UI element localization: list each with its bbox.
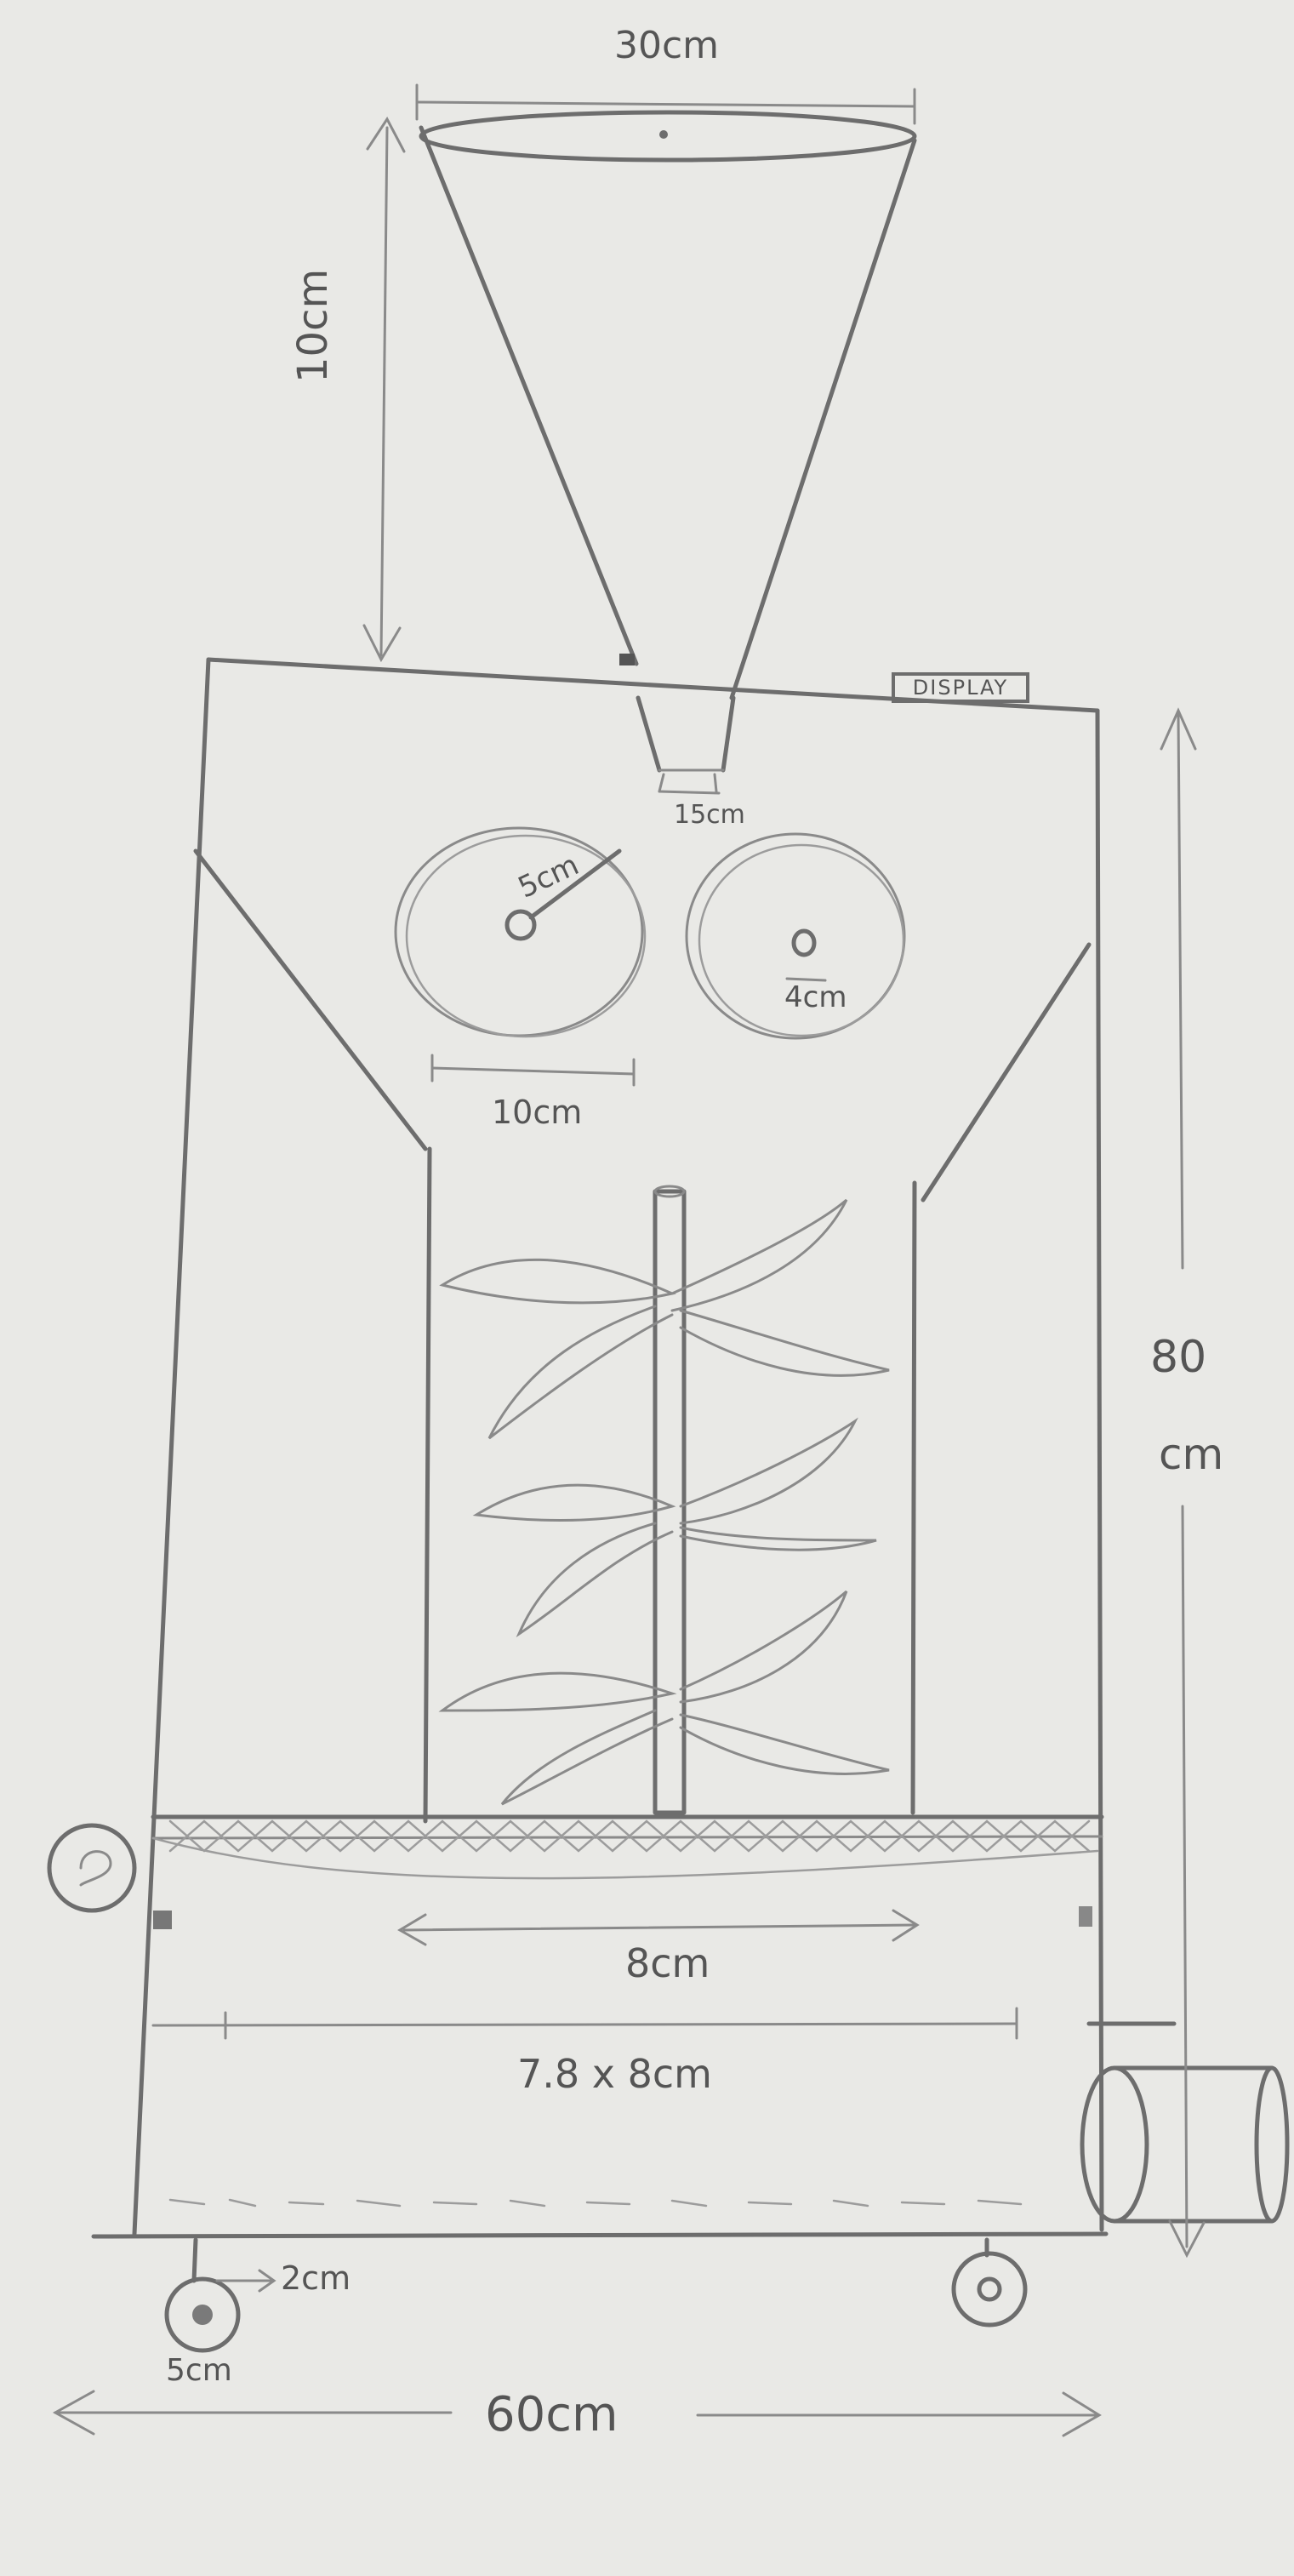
outlet-pipe [1079,1906,1290,2224]
width-dimension [52,2390,1102,2437]
tray-size-label: 7.8 x 8cm [517,2051,712,2097]
machine-body [91,657,1109,2239]
wheels [164,2237,1028,2353]
tray-base [168,2198,1023,2208]
chamber-width-dimension [397,1909,920,1946]
display-panel: DISPLAY [892,672,1029,703]
hopper [419,110,917,773]
left-roller [394,826,647,1038]
hopper-height-dimension [362,117,406,663]
wheel-offset-label: 2cm [281,2259,351,2297]
auger [438,1185,890,1815]
right-roller [685,832,906,1040]
hopper-height-label: 10cm [289,268,337,383]
roller-hole-label: 4cm [784,980,847,1014]
height-dimension [1160,707,1206,2259]
chamber-width-label: 8cm [625,1940,710,1986]
height-label-number: 80 [1150,1332,1207,1383]
mesh-screen [151,1814,1104,1880]
width-label: 60cm [485,2387,618,2442]
wheel-size-label: 5cm [166,2353,232,2388]
height-label-unit: cm [1159,1430,1224,1479]
motor-knob [47,1823,172,1929]
inner-chute [193,848,1092,1824]
hopper-width-label: 30cm [614,24,720,67]
roller-diameter-dimension [430,1054,636,1087]
roller-hole-dimension [785,977,827,982]
tray-dimension [151,2007,1018,2040]
roller-diameter-label: 10cm [492,1094,583,1131]
outlet-width-label: 15cm [674,800,745,830]
hopper-width-dimension [415,83,916,125]
